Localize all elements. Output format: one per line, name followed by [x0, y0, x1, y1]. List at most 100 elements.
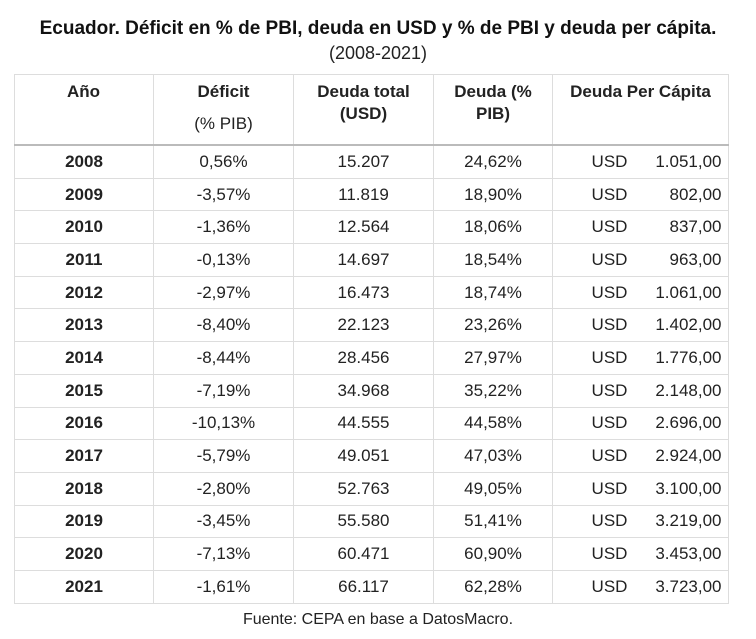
header-deficit-label: Déficit [197, 82, 250, 101]
debt-pct-cell: 44,58% [433, 406, 553, 441]
debt-total-cell: 60.471 [293, 537, 434, 571]
currency-label: USD [591, 151, 628, 171]
table-title: Ecuador. Déficit en % de PBI, deuda en U… [39, 18, 717, 39]
table-subtitle: (2008-2021) [328, 43, 428, 63]
year-cell: 2013 [14, 308, 154, 343]
table-row: 2009 -3,57% 11.819 18,90% USD 802,00 [14, 177, 729, 212]
debt-total-cell: 12.564 [293, 210, 434, 245]
debt-pct-cell: 60,90% [433, 537, 553, 571]
header-debt-pct: Deuda (% PIB) [433, 74, 553, 146]
table-row: 2015 -7,19% 34.968 35,22% USD 2.148,00 [14, 373, 729, 408]
table-row: 2014 -8,44% 28.456 27,97% USD 1.776,00 [14, 341, 729, 375]
table-row: 2016 -10,13% 44.555 44,58% USD 2.696,00 [14, 406, 729, 441]
debt-total-cell: 66.117 [293, 569, 434, 604]
per-capita-cell: USD 2.148,00 [552, 373, 729, 408]
debt-pct-cell: 18,74% [433, 275, 553, 310]
year-cell: 2019 [14, 504, 154, 539]
currency-label: USD [591, 249, 628, 269]
debt-total-cell: 28.456 [293, 341, 434, 375]
debt-pct-cell: 62,28% [433, 569, 553, 604]
table-row: 2017 -5,79% 49.051 47,03% USD 2.924,00 [14, 439, 729, 473]
per-capita-cell: USD 3.100,00 [552, 471, 729, 506]
per-capita-value: 1.402,00 [655, 315, 722, 335]
deficit-cell: -2,97% [153, 275, 294, 310]
table-row: 2010 -1,36% 12.564 18,06% USD 837,00 [14, 210, 729, 245]
per-capita-value: 2.924,00 [655, 446, 722, 466]
currency-label: USD [591, 282, 628, 302]
deficit-cell: 0,56% [153, 144, 294, 179]
debt-total-cell: 52.763 [293, 471, 434, 506]
deficit-cell: -5,79% [153, 439, 294, 473]
year-cell: 2008 [14, 144, 154, 179]
debt-total-cell: 22.123 [293, 308, 434, 343]
debt-total-cell: 44.555 [293, 406, 434, 441]
header-year: Año [14, 74, 154, 146]
debt-total-cell: 11.819 [293, 177, 434, 212]
deficit-cell: -8,40% [153, 308, 294, 343]
year-cell: 2016 [14, 406, 154, 441]
currency-label: USD [591, 511, 628, 531]
debt-total-cell: 34.968 [293, 373, 434, 408]
per-capita-cell: USD 837,00 [552, 210, 729, 245]
debt-total-cell: 49.051 [293, 439, 434, 473]
table-row: 2011 -0,13% 14.697 18,54% USD 963,00 [14, 243, 729, 277]
per-capita-cell: USD 1.402,00 [552, 308, 729, 343]
currency-label: USD [591, 217, 628, 237]
per-capita-value: 802,00 [669, 184, 722, 204]
per-capita-value: 2.696,00 [655, 413, 722, 433]
per-capita-cell: USD 1.061,00 [552, 275, 729, 310]
currency-label: USD [591, 478, 628, 498]
table-row: 2018 -2,80% 52.763 49,05% USD 3.100,00 [14, 471, 729, 506]
per-capita-cell: USD 1.776,00 [552, 341, 729, 375]
year-cell: 2017 [14, 439, 154, 473]
per-capita-value: 1.061,00 [655, 282, 722, 302]
debt-pct-cell: 18,90% [433, 177, 553, 212]
per-capita-cell: USD 1.051,00 [552, 144, 729, 179]
table-row: 2012 -2,97% 16.473 18,74% USD 1.061,00 [14, 275, 729, 310]
currency-label: USD [591, 576, 628, 596]
currency-label: USD [591, 446, 628, 466]
per-capita-value: 963,00 [669, 249, 722, 269]
table-row: 2019 -3,45% 55.580 51,41% USD 3.219,00 [14, 504, 729, 539]
deficit-cell: -2,80% [153, 471, 294, 506]
deficit-cell: -1,36% [153, 210, 294, 245]
table-body: 2008 0,56% 15.207 24,62% USD 1.051,00 2009 -3,5… [14, 144, 729, 604]
per-capita-value: 3.100,00 [655, 478, 722, 498]
per-capita-value: 1.776,00 [655, 347, 722, 367]
per-capita-cell: USD 3.723,00 [552, 569, 729, 604]
header-debt-total: Deuda total (USD) [293, 74, 434, 146]
currency-label: USD [591, 184, 628, 204]
table-row: 2008 0,56% 15.207 24,62% USD 1.051,00 [14, 144, 729, 179]
year-cell: 2020 [14, 537, 154, 571]
year-cell: 2010 [14, 210, 154, 245]
table-row: 2020 -7,13% 60.471 60,90% USD 3.453,00 [14, 537, 729, 571]
deficit-cell: -3,57% [153, 177, 294, 212]
debt-total-cell: 55.580 [293, 504, 434, 539]
header-per-capita-label: Deuda Per Cápita [570, 82, 711, 101]
header-per-capita: Deuda Per Cápita [552, 74, 729, 146]
deficit-cell: -8,44% [153, 341, 294, 375]
header-debt-total-label: Deuda total [317, 82, 410, 101]
header-year-label: Año [67, 82, 101, 101]
source-note: Fuente: CEPA en base a DatosMacro. [242, 611, 514, 628]
currency-label: USD [591, 544, 628, 564]
deficit-cell: -7,19% [153, 373, 294, 408]
per-capita-cell: USD 3.453,00 [552, 537, 729, 571]
per-capita-cell: USD 2.696,00 [552, 406, 729, 441]
header-debt-pct-unit: PIB) [476, 104, 510, 123]
debt-pct-cell: 27,97% [433, 341, 553, 375]
deficit-cell: -1,61% [153, 569, 294, 604]
year-cell: 2009 [14, 177, 154, 212]
header-debt-total-unit: (USD) [339, 104, 388, 123]
year-cell: 2012 [14, 275, 154, 310]
table-header-row: Año Déficit (% PIB) Deuda total (USD) De… [14, 74, 729, 146]
year-cell: 2014 [14, 341, 154, 375]
header-deficit-unit: (% PIB) [194, 114, 253, 133]
header-deficit: Déficit (% PIB) [153, 74, 294, 146]
debt-pct-cell: 35,22% [433, 373, 553, 408]
per-capita-value: 3.453,00 [655, 544, 722, 564]
deficit-cell: -10,13% [153, 406, 294, 441]
table-row: 2021 -1,61% 66.117 62,28% USD 3.723,00 [14, 569, 729, 604]
per-capita-value: 837,00 [669, 217, 722, 237]
per-capita-cell: USD 3.219,00 [552, 504, 729, 539]
